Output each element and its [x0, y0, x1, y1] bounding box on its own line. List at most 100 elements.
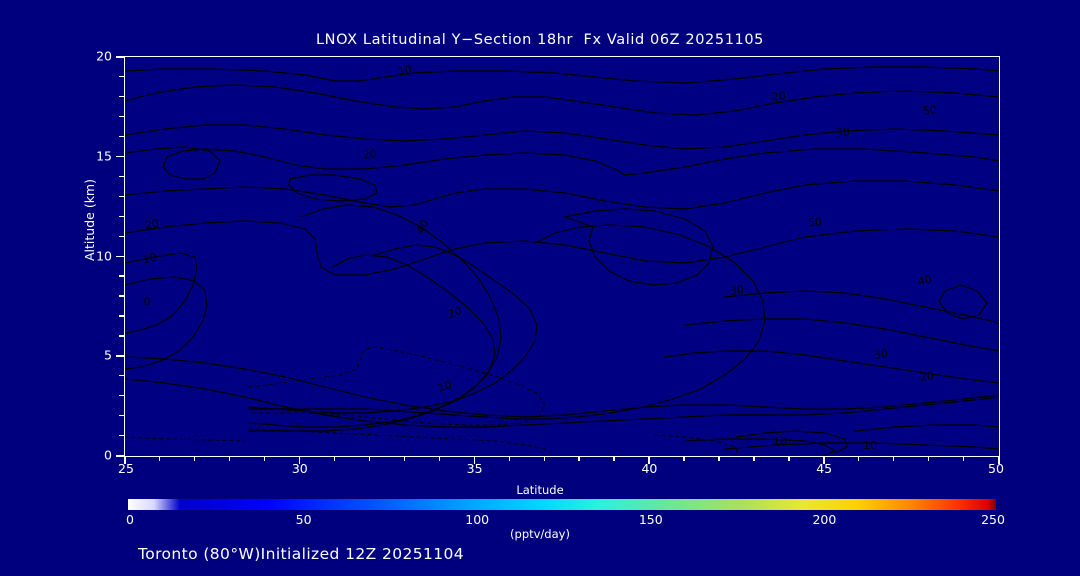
contour-neg-2	[248, 428, 546, 450]
xtick-minor	[508, 456, 510, 461]
xtick-minor	[858, 456, 860, 461]
contour-20g	[854, 424, 999, 432]
xtick-minor	[613, 456, 615, 461]
ytick-mark	[116, 255, 124, 257]
contour-10d	[684, 438, 836, 456]
contour-20f	[125, 356, 999, 418]
xtick-minor	[788, 456, 790, 461]
contour-label-group: 10 20 20 50 30 20 10 50 40 40 0 20 30 30…	[142, 63, 938, 452]
ytick-minor	[119, 95, 124, 98]
contour-label: 20	[144, 217, 160, 233]
ytick-mark	[116, 56, 124, 58]
contour-label: 50	[808, 216, 823, 230]
contour-10c	[125, 378, 999, 428]
xtick-minor	[333, 456, 336, 461]
xtick-label: 40	[641, 461, 658, 476]
ytick-mark	[116, 455, 124, 457]
contour-label: 10	[397, 63, 413, 78]
xtick-mark	[298, 456, 301, 464]
colorbar-tick-label: 250	[981, 512, 1005, 527]
colorbar-tick-label: 100	[465, 512, 490, 527]
colorbar-tick-label: 200	[812, 512, 837, 527]
contour-label: 10	[436, 378, 453, 395]
contour-plot: 10 20 20 50 30 20 10 50 40 40 0 20 30 30…	[125, 63, 999, 456]
xtick-minor	[193, 456, 196, 461]
y-axis-label: Altitude (km)	[82, 179, 97, 261]
contour-20a	[125, 66, 999, 84]
xtick-label: 30	[291, 461, 308, 476]
contour-label: 50	[922, 103, 937, 117]
contour-40b	[248, 224, 766, 420]
xtick-minor	[718, 456, 720, 461]
contour-50-closed	[564, 208, 714, 286]
xtick-minor	[158, 456, 161, 461]
contour-40c	[724, 290, 999, 324]
contour-30e	[664, 350, 999, 384]
ytick-minor	[119, 435, 124, 437]
ytick-label: 0	[104, 447, 112, 463]
contour-label: 30	[729, 283, 745, 298]
ytick-minor	[119, 215, 124, 217]
contour-20d	[125, 252, 198, 334]
xtick-minor	[963, 456, 965, 461]
xtick-minor	[438, 456, 440, 461]
contour-label: 10	[863, 439, 877, 452]
contour-neg-1	[248, 346, 546, 426]
contour-label: 40	[414, 218, 432, 236]
ytick-minor	[119, 275, 124, 277]
xtick-label: 50	[988, 461, 1004, 476]
ytick-minor	[119, 175, 124, 177]
ytick-minor	[119, 315, 124, 317]
ytick-minor	[119, 395, 124, 397]
colorbar-tick-label: 150	[638, 512, 663, 527]
contour-30b-closed	[288, 174, 378, 202]
xtick-label: 35	[466, 461, 483, 476]
ytick-minor	[119, 295, 124, 297]
contour-label: 20	[446, 304, 464, 321]
colorbar-units-label: (pptv/day)	[510, 527, 570, 541]
ytick-label: 10	[96, 248, 112, 263]
contour-50-small-closed	[938, 284, 988, 320]
xtick-minor	[368, 456, 371, 461]
xtick-minor	[928, 456, 930, 461]
colorbar-gradient	[128, 499, 996, 510]
contour-20e	[248, 244, 538, 414]
xtick-minor	[543, 456, 545, 461]
ytick-label: 20	[96, 48, 112, 64]
contour-10f	[724, 442, 999, 450]
contour-20c	[125, 124, 999, 150]
xtick-minor	[263, 456, 266, 461]
x-axis-label: Latitude	[516, 483, 564, 497]
xtick-minor	[403, 456, 405, 461]
xtick-mark	[998, 456, 1000, 464]
xtick-minor	[578, 456, 580, 461]
contour-label: 10	[773, 435, 787, 448]
xtick-mark	[124, 456, 126, 464]
xtick-label: 25	[118, 461, 134, 476]
contour-label: 10	[142, 251, 158, 267]
xtick-mark	[473, 456, 476, 464]
ytick-minor	[119, 335, 124, 337]
ytick-mark	[116, 355, 124, 357]
contour-label: 30	[873, 347, 889, 362]
contour-10a	[125, 276, 208, 370]
contour-30c	[125, 180, 999, 210]
ytick-label: 15	[96, 148, 112, 164]
figure-caption: Toronto (80°W)Initialized 12Z 20251104	[138, 545, 465, 563]
chart-title: LNOX Latitudinal Y−Section 18hr Fx Valid…	[315, 32, 765, 48]
contour-10e	[736, 430, 848, 454]
xtick-label: 45	[816, 461, 833, 476]
ytick-minor	[119, 195, 124, 197]
ytick-label: 5	[104, 347, 112, 363]
ytick-minor	[119, 135, 124, 138]
contour-30a	[125, 146, 999, 180]
contour-label: 20	[771, 89, 786, 103]
contour-neg-3	[125, 436, 246, 442]
contour-30d	[248, 204, 502, 432]
ytick-minor	[119, 375, 124, 377]
ytick-minor	[119, 115, 124, 118]
ytick-minor	[119, 75, 124, 78]
contour-40a	[125, 220, 999, 276]
contour-label: 40	[917, 273, 934, 289]
